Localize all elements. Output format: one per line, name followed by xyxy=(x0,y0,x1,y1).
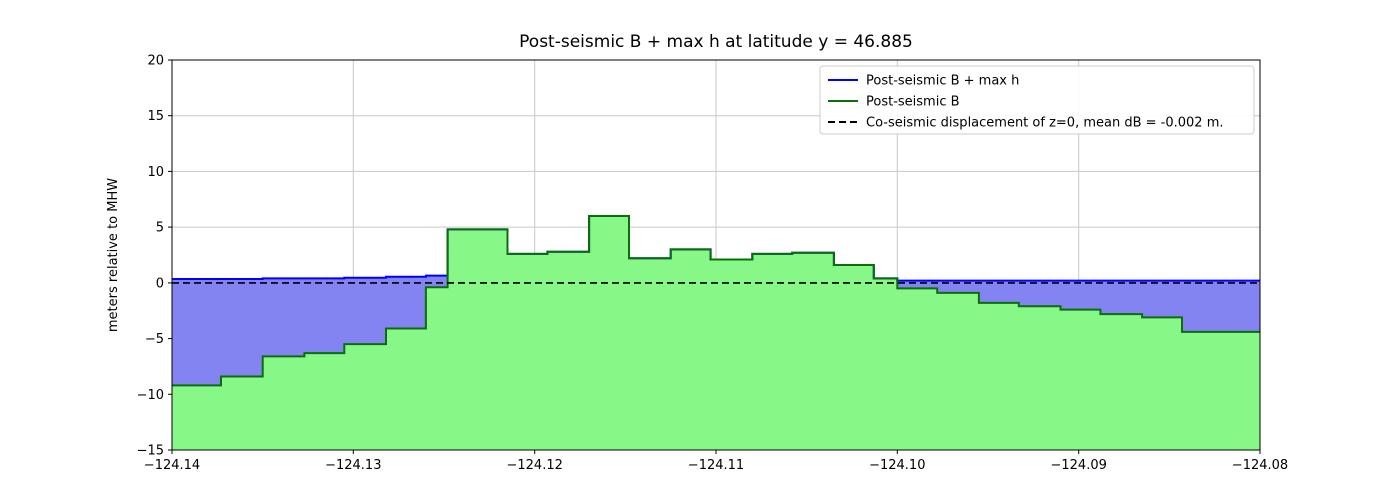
x-tick-label: −124.12 xyxy=(507,458,563,473)
legend-entry-label: Co-seismic displacement of z=0, mean dB … xyxy=(866,116,1224,131)
x-tick-label: −124.10 xyxy=(869,458,925,473)
y-tick-label: −5 xyxy=(145,332,164,347)
legend-entry: Post-seismic B + max h xyxy=(828,74,1019,89)
y-tick-label: 15 xyxy=(147,109,164,124)
y-axis-label: meters relative to MHW xyxy=(106,178,121,332)
legend-entry-label: Post-seismic B + max h xyxy=(866,74,1019,89)
legend-box xyxy=(819,65,1255,135)
y-tick-label: 5 xyxy=(156,221,164,236)
legend-entry: Co-seismic displacement of z=0, mean dB … xyxy=(828,116,1224,131)
y-tick-label: −10 xyxy=(137,388,164,403)
post-seismic-b-line xyxy=(172,215,1260,387)
y-tick-label: 20 xyxy=(147,54,164,69)
y-tick-label: −15 xyxy=(137,444,164,459)
x-tick-label: −124.08 xyxy=(1232,458,1288,473)
x-tick-label: −124.14 xyxy=(144,458,200,473)
legend-entry-label: Post-seismic B xyxy=(866,95,960,110)
axis-ticks: −124.14 −124.13 −124.12 −124.11 −124.10 −124.… xyxy=(137,54,1289,474)
series-lines xyxy=(172,215,1260,387)
area-fills xyxy=(172,216,1260,450)
chart-title: Post-seismic B + max h at latitude y = 4… xyxy=(519,32,913,52)
x-tick-label: −124.13 xyxy=(325,458,381,473)
y-tick-label: 0 xyxy=(156,276,164,291)
water-column-fill xyxy=(172,216,1260,386)
legend: Post-seismic B + max h Post-seismic B Co-s… xyxy=(819,65,1255,135)
x-tick-label: −124.09 xyxy=(1051,458,1107,473)
y-tick-label: 10 xyxy=(147,165,164,180)
x-tick-label: −124.11 xyxy=(688,458,744,473)
post-seismic-b-fill xyxy=(172,216,1260,450)
legend-entry: Post-seismic B xyxy=(828,95,960,110)
